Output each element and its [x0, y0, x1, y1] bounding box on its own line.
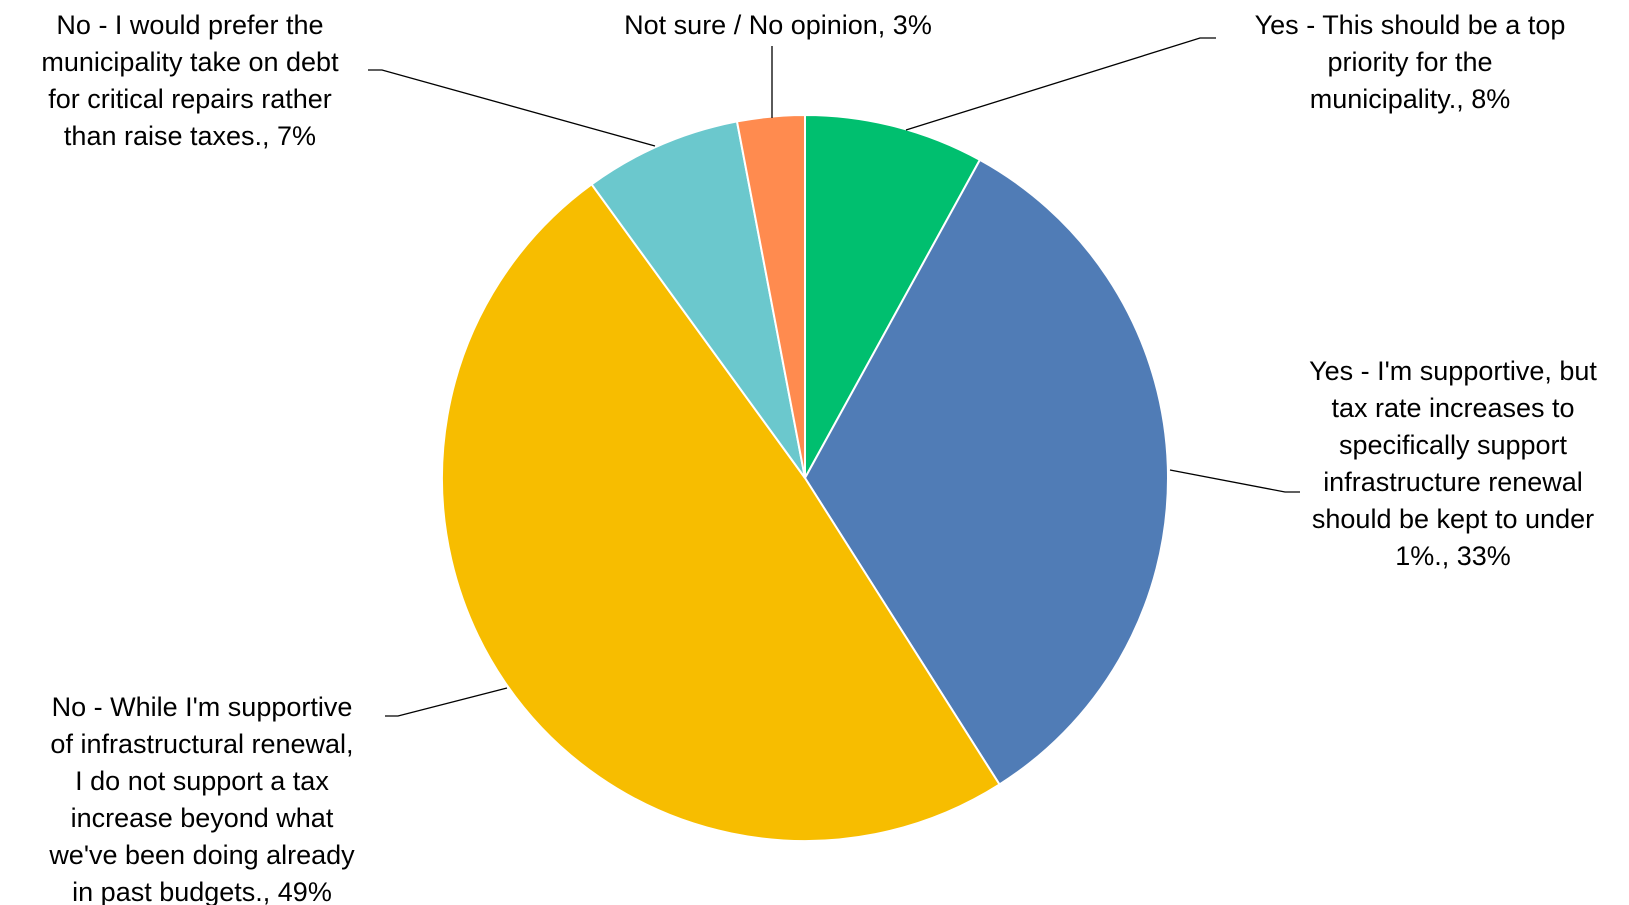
- slice-label-line: we've been doing already: [48, 840, 355, 870]
- slice-label-line: Yes - I'm supportive, but: [1309, 356, 1597, 386]
- slice-label-line: in past budgets., 49%: [72, 877, 332, 905]
- slice-label-line: No - I would prefer the: [56, 10, 323, 40]
- pie-slice-0: [804, 113, 982, 479]
- slice-label-line: priority for the: [1327, 47, 1492, 77]
- slice-labels: Yes - This should be a top priority for t…: [41, 10, 1597, 905]
- slice-label-line: municipality take on debt: [41, 47, 339, 77]
- leader-line-1: [1169, 469, 1300, 493]
- slice-label-line: for critical repairs rather: [48, 84, 332, 114]
- pie-slices: [441, 113, 1169, 843]
- slice-label-line: 1%., 33%: [1395, 541, 1511, 571]
- slice-label-line: of infrastructural renewal,: [50, 729, 353, 759]
- slice-label-line: specifically support: [1339, 430, 1568, 460]
- leader-line-3: [368, 69, 656, 147]
- slice-label-line: municipality., 8%: [1310, 84, 1511, 114]
- slice-label-line: Yes - This should be a top: [1255, 10, 1566, 40]
- leader-line-2: [385, 687, 508, 717]
- slice-label-0: Yes - This should be a top priority for t…: [1255, 10, 1566, 114]
- slice-label-line: should be kept to under: [1312, 504, 1594, 534]
- slice-label-line: tax rate increases to: [1331, 393, 1574, 423]
- slice-label-3: No - I would prefer the municipality take…: [41, 10, 339, 151]
- slice-label-line: increase beyond what: [71, 803, 334, 833]
- slice-label-line: Not sure / No opinion, 3%: [624, 10, 932, 40]
- slice-label-1: Yes - I'm supportive, but tax rate increa…: [1309, 356, 1597, 571]
- slice-label-line: No - While I'm supportive: [52, 692, 353, 722]
- pie-slice-1: [803, 158, 1169, 786]
- slice-label-2: No - While I'm supportive of infrastructu…: [48, 692, 355, 905]
- slice-label-4: Not sure / No opinion, 3%: [624, 10, 932, 40]
- slice-label-line: than raise taxes., 7%: [64, 121, 316, 151]
- pie-slice-4: [735, 113, 806, 479]
- leader-lines: [368, 37, 1300, 717]
- pie-slice-3: [590, 120, 806, 479]
- slice-label-line: I do not support a tax: [75, 766, 329, 796]
- pie-slice-2: [441, 182, 1001, 843]
- leader-line-0: [905, 37, 1216, 131]
- slice-label-line: infrastructure renewal: [1323, 467, 1583, 497]
